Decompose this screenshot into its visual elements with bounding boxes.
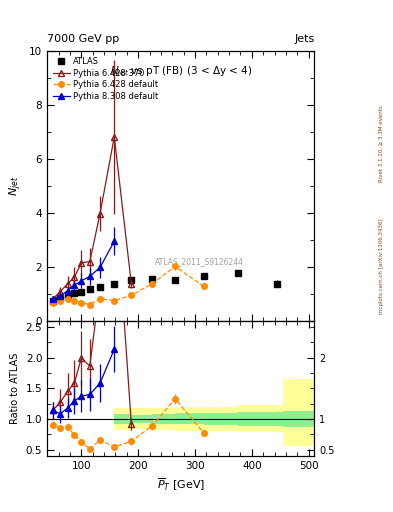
Legend: ATLAS, Pythia 6.428 370, Pythia 6.428 default, Pythia 8.308 default: ATLAS, Pythia 6.428 370, Pythia 6.428 de… bbox=[51, 55, 160, 102]
Text: Jets: Jets bbox=[294, 33, 314, 44]
X-axis label: $\overline{P}_T$ [GeV]: $\overline{P}_T$ [GeV] bbox=[157, 476, 205, 493]
Text: Rivet 3.1.10, ≥ 3.3M events: Rivet 3.1.10, ≥ 3.3M events bbox=[379, 105, 384, 182]
Text: ATLAS_2011_S9126244: ATLAS_2011_S9126244 bbox=[155, 257, 244, 266]
Y-axis label: $N_{jet}$: $N_{jet}$ bbox=[7, 176, 24, 196]
Text: 7000 GeV pp: 7000 GeV pp bbox=[47, 33, 119, 44]
Text: mcplots.cern.ch [arXiv:1306.3436]: mcplots.cern.ch [arXiv:1306.3436] bbox=[379, 219, 384, 314]
Text: $N_{jet}$ vs pT (FB) (3 < $\Delta$y < 4): $N_{jet}$ vs pT (FB) (3 < $\Delta$y < 4) bbox=[110, 65, 252, 79]
Y-axis label: Ratio to ATLAS: Ratio to ATLAS bbox=[10, 353, 20, 424]
